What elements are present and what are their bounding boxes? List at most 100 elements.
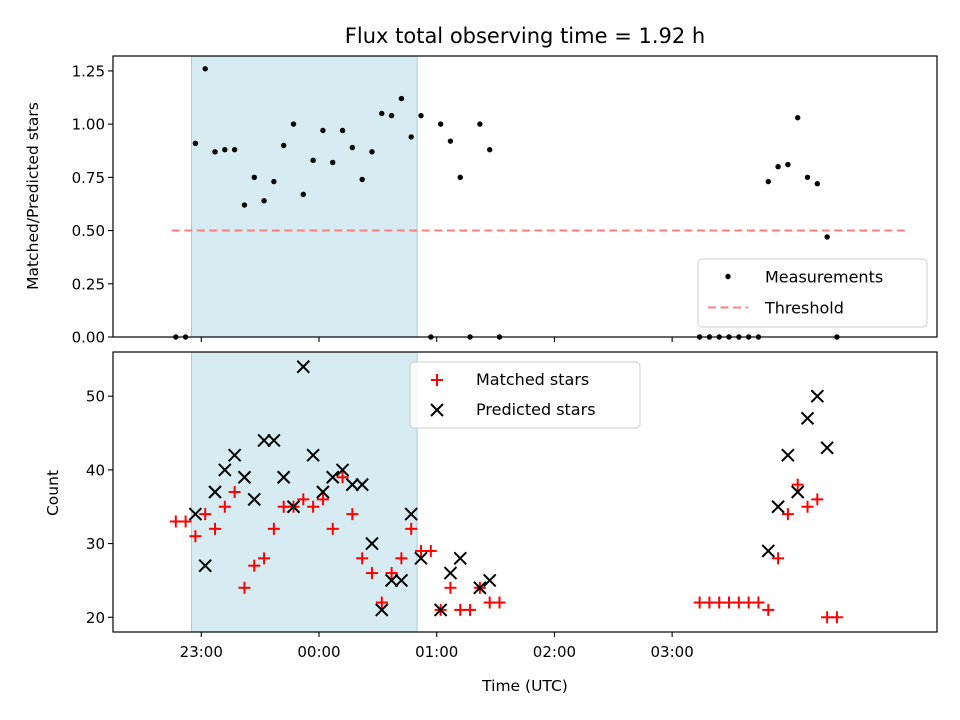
predicted-star-point: [453, 551, 467, 566]
predicted-star-point: [443, 566, 458, 580]
matched-star-point: [791, 478, 804, 491]
measurement-point: [359, 176, 365, 183]
measurement-point: [795, 115, 801, 121]
matched-star-point: [830, 611, 843, 624]
measurement-point: [300, 191, 307, 198]
top-y-tick-labels: 0.00 0.25 0.50 0.75 1.00 1.25: [72, 62, 113, 347]
top-y-tick-label: 0.25: [72, 275, 105, 293]
measurement-point: [222, 146, 228, 153]
matched-star-point: [424, 544, 437, 557]
top-y-tick-label: 0.75: [72, 169, 105, 187]
predicted-star-point: [306, 448, 320, 462]
measurement-point: [241, 202, 248, 208]
measurement-point: [251, 174, 257, 181]
measurement-point: [192, 140, 199, 146]
bottom-y-axis-label: Count: [44, 470, 62, 516]
measurement-point: [379, 110, 385, 117]
measurement-point: [418, 112, 424, 119]
predicted-star-point: [761, 544, 775, 558]
predicted-star-point: [365, 536, 379, 551]
bottom-legend: Matched stars Predicted stars: [409, 361, 641, 429]
matched-star-point: [336, 471, 349, 484]
predicted-star-point: [800, 411, 815, 426]
bottom-y-tick-label: 40: [86, 461, 105, 479]
predicted-star-point: [781, 448, 795, 462]
bottom-x-tick-label: 01:00: [415, 643, 458, 661]
bottom-axes-frame: [112, 351, 938, 633]
measurement-point: [330, 159, 336, 166]
predicted-star-point: [375, 603, 389, 617]
measurement-point: [290, 121, 297, 127]
measurement-point: [447, 138, 454, 144]
measurement-point: [437, 121, 444, 127]
predicted-star-point: [237, 470, 252, 484]
measurement-point: [280, 142, 287, 149]
predicted-star-point: [335, 463, 350, 477]
measurement-point: [320, 127, 326, 134]
measurement-point: [349, 144, 356, 151]
predicted-star-point: [316, 485, 330, 499]
matched-star-point: [762, 603, 775, 616]
predicted-star-point: [267, 433, 281, 448]
predicted-star-point: [414, 551, 428, 566]
matched-star-point: [179, 515, 192, 528]
matched-star-point: [316, 493, 329, 506]
matched-star-point: [297, 493, 310, 506]
bottom-shaded-region: [190, 351, 418, 633]
matched-star-point: [218, 500, 231, 513]
top-y-tick-label: 0.00: [72, 329, 105, 347]
predicted-stars-points: [188, 360, 834, 617]
legend-measurements-label: Measurements: [765, 268, 883, 287]
matched-star-point: [228, 486, 241, 498]
predicted-star-point: [276, 470, 291, 484]
legend-predicted-label: Predicted stars: [476, 400, 596, 419]
matched-star-point: [444, 581, 457, 594]
predicted-star-point: [404, 507, 418, 521]
predicted-star-point: [771, 500, 785, 514]
top-y-tick-label: 1.25: [72, 62, 105, 80]
predicted-star-point: [208, 485, 222, 499]
predicted-star-point: [326, 470, 340, 484]
top-y-axis-label: Matched/Predicted stars: [24, 102, 42, 290]
measurement-point: [824, 234, 830, 240]
legend-matched-marker: [431, 374, 443, 386]
measurement-point: [388, 112, 395, 119]
bottom-y-tick-label: 20: [86, 609, 105, 627]
measurement-point: [477, 121, 483, 127]
measurement-point: [339, 127, 346, 134]
measurement-point: [398, 95, 405, 102]
matched-stars-points: [169, 471, 843, 624]
measurement-point: [775, 163, 781, 170]
matched-star-point: [356, 552, 369, 565]
legend-predicted-marker: [430, 403, 444, 417]
matched-star-point: [385, 567, 398, 580]
measurement-point: [765, 178, 771, 185]
measurement-point: [457, 174, 463, 181]
matched-star-point: [395, 552, 408, 565]
bottom-y-tick-label: 30: [86, 535, 105, 553]
matched-star-point: [493, 596, 506, 609]
matched-star-point: [365, 567, 378, 580]
legend-measurements-marker: [725, 273, 731, 280]
top-y-tick-label: 0.50: [72, 222, 105, 240]
predicted-star-point: [257, 433, 271, 448]
measurement-point: [369, 149, 375, 155]
measurement-point: [212, 149, 218, 155]
predicted-star-point: [394, 573, 409, 588]
matched-star-point: [199, 508, 212, 521]
bottom-x-tick-label: 00:00: [297, 643, 340, 661]
predicted-star-point: [384, 573, 399, 588]
predicted-star-point: [247, 492, 261, 507]
matched-star-point: [772, 552, 785, 565]
bottom-y-tick-labels: 20 30 40 50: [86, 388, 113, 627]
matched-star-point: [781, 508, 794, 521]
predicted-star-point: [433, 603, 448, 617]
matched-star-point: [375, 596, 388, 609]
measurement-point: [271, 178, 277, 185]
measurement-point: [202, 66, 208, 72]
top-legend: Measurements Threshold: [697, 258, 928, 328]
predicted-star-point: [218, 463, 232, 477]
matched-star-point: [405, 522, 418, 535]
predicted-star-point: [286, 500, 301, 514]
